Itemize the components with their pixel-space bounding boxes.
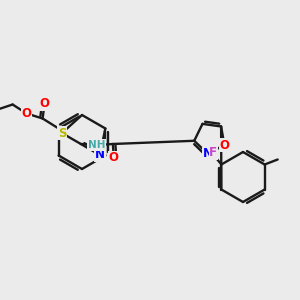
Text: O: O [219, 139, 230, 152]
Text: O: O [22, 107, 32, 120]
Text: F: F [209, 146, 217, 159]
Text: NH: NH [88, 140, 106, 150]
Text: N: N [95, 148, 105, 161]
Text: O: O [40, 97, 50, 110]
Text: O: O [109, 152, 119, 164]
Text: S: S [58, 127, 66, 140]
Text: N: N [203, 147, 213, 160]
